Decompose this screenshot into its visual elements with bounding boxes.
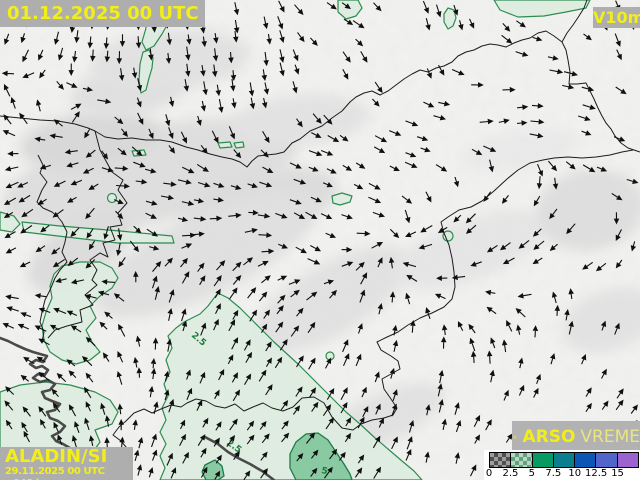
model-name: ALADIN/SI	[5, 446, 108, 467]
model-run-label: 29.11.2025 00 UTC +048 h	[5, 466, 105, 480]
legend-tick-label: 0	[485, 468, 493, 479]
legend-cell	[532, 453, 554, 467]
legend-bar	[489, 452, 639, 468]
legend-cell	[596, 453, 618, 467]
legend-tick-label: 7.5	[545, 468, 562, 479]
service-name: VREME	[580, 426, 640, 447]
sun-icon	[512, 434, 517, 439]
legend-cell	[617, 453, 638, 467]
legend-tick-label: 2.5	[502, 468, 519, 479]
run-datetime-box: 01.12.2025 00 UTC	[0, 0, 205, 27]
agency-name: ARSO	[522, 426, 576, 447]
model-box: ALADIN/SI 29.11.2025 00 UTC +048 h	[0, 447, 133, 480]
svg-text:5: 5	[320, 466, 328, 477]
field-label: V10m	[593, 8, 640, 27]
legend-cell	[511, 453, 533, 467]
legend-labels: 0 2.5 5 7.5 10 12.5 15	[484, 468, 640, 480]
legend-tick-label: 12.5	[585, 468, 608, 479]
field-box: V10m	[593, 7, 640, 28]
wind-speed-legend: 0 2.5 5 7.5 10 12.5 15	[484, 450, 640, 480]
run-datetime-label: 01.12.2025 00 UTC	[7, 3, 199, 24]
agency-logo-box: ARSO VREME	[512, 421, 640, 452]
legend-cell	[490, 453, 512, 467]
legend-cell	[575, 453, 597, 467]
legend-cell	[553, 453, 576, 467]
legend-tick-label: 10	[568, 468, 582, 479]
legend-tick-label: 5	[528, 468, 536, 479]
legend-tick-label: 15	[611, 468, 624, 479]
